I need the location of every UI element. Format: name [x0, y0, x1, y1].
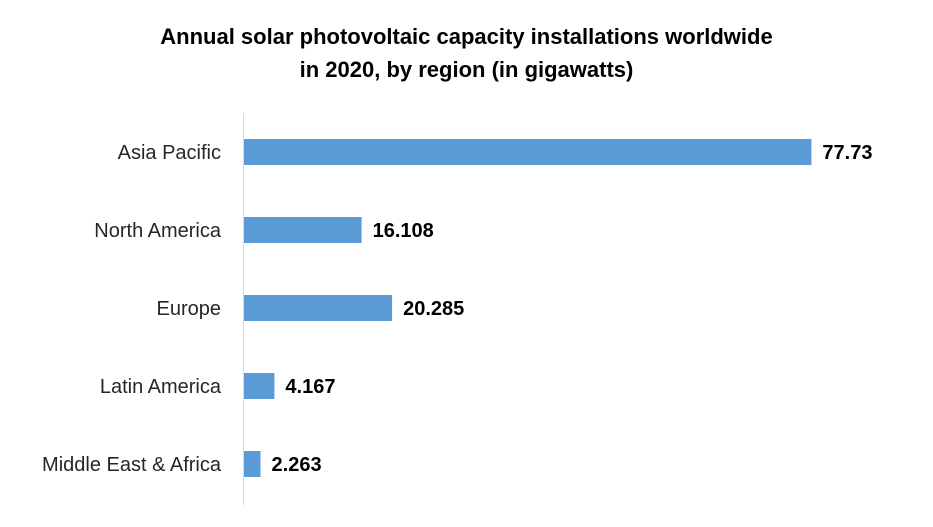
bar-asia-pacific — [244, 139, 812, 165]
category-label-asia-pacific: Asia Pacific — [118, 142, 221, 164]
chart-title-line-2: in 2020, by region (in gigawatts) — [299, 57, 634, 82]
bars-group — [244, 139, 812, 477]
value-label-asia-pacific: 77.73 — [822, 142, 872, 164]
category-label-middle-east-africa: Middle East & Africa — [42, 454, 222, 476]
value-label-europe: 20.285 — [403, 298, 464, 320]
category-label-europe: Europe — [157, 298, 222, 320]
value-label-north-america: 16.108 — [373, 220, 434, 242]
bar-middle-east-africa — [244, 451, 261, 477]
value-label-middle-east-africa: 2.263 — [272, 454, 322, 476]
category-labels-group: Asia Pacific North America Europe Latin Ame… — [42, 142, 222, 476]
chart-title-line-1: Annual solar photovoltaic capacity insta… — [160, 24, 773, 49]
bar-europe — [244, 295, 393, 321]
bar-north-america — [244, 217, 362, 243]
value-labels-group: 77.73 16.108 20.285 4.167 2.263 — [272, 142, 873, 476]
bar-latin-america — [244, 373, 275, 399]
category-label-latin-america: Latin America — [100, 376, 222, 398]
category-label-north-america: North America — [94, 220, 222, 242]
chart-title: Annual solar photovoltaic capacity insta… — [0, 20, 933, 86]
value-label-latin-america: 4.167 — [285, 376, 335, 398]
